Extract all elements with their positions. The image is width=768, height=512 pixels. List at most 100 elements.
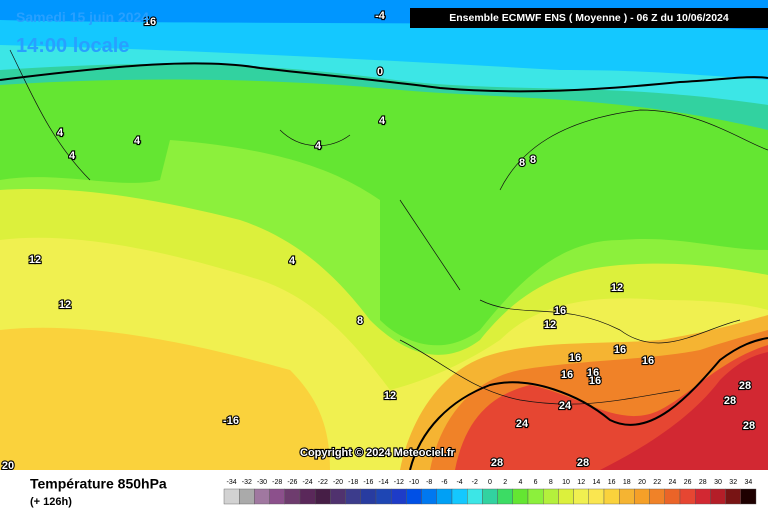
scale-label: -4	[456, 479, 462, 486]
scale-swatch	[467, 488, 483, 505]
scale-label: 14	[593, 479, 601, 486]
scale-label: 12	[577, 479, 585, 486]
scale-swatch	[299, 488, 316, 505]
contour-label: 28	[743, 420, 755, 432]
footer-label: Température 850hPa	[30, 476, 167, 492]
contour-label: -16	[223, 415, 239, 427]
contour-label: 28	[577, 457, 589, 469]
scale-swatch	[588, 488, 605, 505]
map-background	[0, 0, 768, 471]
scale-label: -14	[379, 479, 389, 486]
contour-label: 28	[739, 380, 751, 392]
contour-label: 12	[384, 390, 396, 402]
scale-label: -2	[472, 479, 478, 486]
scale-label: -6	[441, 479, 447, 486]
scale-swatch	[649, 488, 665, 505]
scale-label: -34	[227, 479, 237, 486]
date: Samedi 15 juin 2024	[16, 9, 149, 25]
contour-label: 24	[516, 418, 529, 430]
scale-swatch	[406, 488, 422, 505]
scale-swatch	[679, 488, 696, 505]
contour-label: 8	[530, 154, 536, 166]
contour-label: 16	[569, 352, 581, 364]
header-box	[410, 8, 768, 28]
scale-swatch	[619, 488, 635, 505]
scale-label: 20	[638, 479, 646, 486]
contour-label: 20	[2, 460, 14, 472]
scale-swatch	[710, 488, 726, 505]
scale-label: 4	[518, 479, 522, 486]
contour-label: 16	[587, 367, 599, 379]
scale-label: 26	[684, 479, 692, 486]
contour-label: 4	[289, 255, 296, 267]
contour-label: 12	[29, 254, 41, 266]
contour-label: 4	[57, 127, 64, 139]
scale-swatch	[603, 488, 620, 505]
scale-label: 32	[729, 479, 737, 486]
contour-label: 16	[144, 16, 156, 28]
contour-label: 8	[519, 157, 525, 169]
scale-label: 24	[669, 479, 677, 486]
contour-label: 16	[561, 369, 573, 381]
contour-label: 4	[315, 140, 322, 152]
scale-swatch	[345, 488, 362, 505]
color-scale: -34 -32 -30 -28 -26 -24 -22 -20 -18 -16 -14 -12 -10-…	[223, 479, 757, 505]
contour-label: 12	[611, 282, 623, 294]
scale-swatch	[573, 488, 589, 505]
scale-label: -26	[287, 479, 297, 486]
scale-swatch	[284, 488, 301, 505]
contour-label: 12	[59, 299, 71, 311]
scale-swatch	[725, 488, 741, 505]
scale-label: 2	[503, 479, 507, 486]
scale-label: 22	[653, 479, 661, 486]
contour-label: 4	[69, 150, 76, 162]
contour-label: 0	[377, 66, 383, 78]
scale-label: -30	[257, 479, 267, 486]
scale-label: -32	[242, 479, 252, 486]
contour-label: 24	[559, 400, 572, 412]
contour-label: 16	[642, 355, 654, 367]
scale-swatch	[375, 488, 392, 505]
scale-swatch	[497, 488, 514, 505]
scale-label: 30	[714, 479, 722, 486]
scale-swatch	[695, 488, 711, 505]
scale-swatch	[269, 488, 286, 505]
header: Ensemble ECMWF ENS ( Moyenne ) - 06 Z du…	[449, 12, 729, 24]
scale-label: -12	[394, 479, 404, 486]
scale-swatch	[254, 488, 270, 505]
scale-swatch	[543, 488, 559, 505]
scale-label: 8	[549, 479, 553, 486]
scale-label: -10	[409, 479, 419, 486]
scale-swatch	[421, 488, 438, 505]
contour-label: 16	[614, 344, 626, 356]
scale-swatch	[482, 488, 498, 505]
scale-label: -16	[363, 479, 373, 486]
scale-swatch	[315, 488, 331, 505]
scale-swatch	[238, 488, 255, 505]
scale-label: 18	[623, 479, 631, 486]
scale-swatch	[740, 488, 757, 505]
scale-label: 0	[488, 479, 492, 486]
scale-swatch	[223, 488, 240, 505]
scale-swatch	[330, 488, 346, 505]
contour-label: 8	[357, 315, 363, 327]
scale-label: -18	[348, 479, 358, 486]
scale-swatch	[436, 488, 453, 505]
scale-label: -24	[303, 479, 313, 486]
scale-label: -22	[318, 479, 328, 486]
scale-label: -20	[333, 479, 343, 486]
contour-label: 12	[544, 319, 556, 331]
scale-swatch	[558, 488, 574, 505]
contour-label: -4	[375, 10, 386, 22]
scale-swatch	[512, 488, 529, 505]
contour-label: 28	[724, 395, 736, 407]
scale-label: 10	[562, 479, 570, 486]
scale-label: -28	[272, 479, 282, 486]
contour-label: 4	[134, 135, 141, 147]
contour-label: 4	[379, 115, 386, 127]
contour-label: 28	[491, 457, 503, 469]
scale-swatch	[664, 488, 681, 505]
scale-label: -8	[426, 479, 432, 486]
